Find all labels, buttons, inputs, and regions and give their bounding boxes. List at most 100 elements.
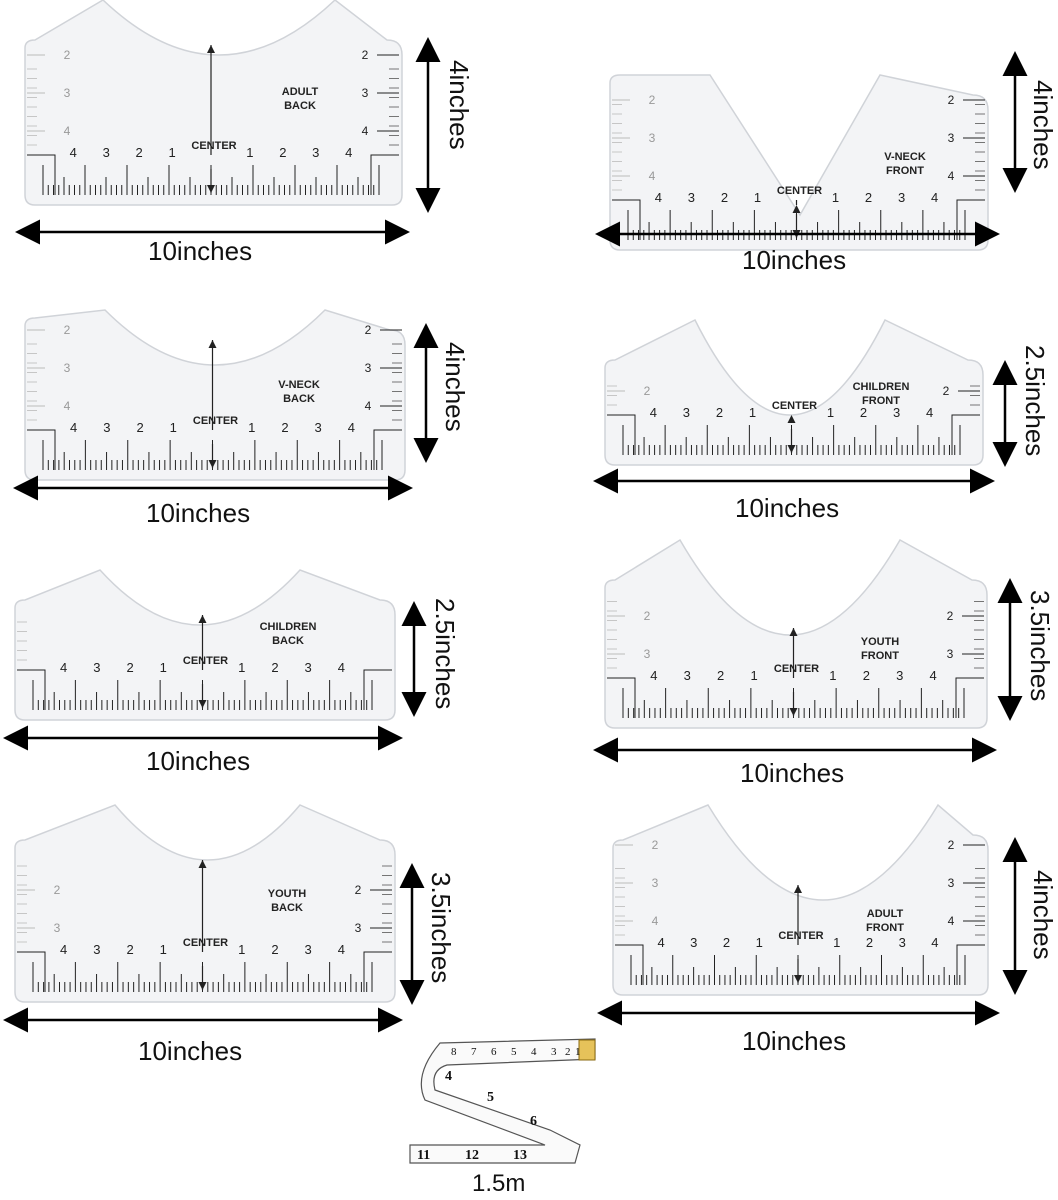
ruler-number: 3 — [312, 145, 319, 160]
height-label-youth-front: 3.5inches — [1025, 590, 1055, 702]
side-number-left: 2 — [644, 609, 651, 623]
ruler-plate — [14, 569, 396, 721]
ruler-number: 2 — [866, 935, 873, 950]
tape-number: 3 — [551, 1046, 557, 1058]
corner-bracket — [370, 154, 399, 195]
corner-bracket — [27, 429, 56, 470]
side-number-left: 3 — [649, 131, 656, 145]
side-number-left: 4 — [64, 124, 71, 138]
tape-number: 2 — [565, 1046, 571, 1058]
width-label-v-neck-back: 10inches — [146, 498, 251, 528]
ruler-number: 3 — [305, 942, 312, 957]
ruler-title: V-NECK — [278, 379, 320, 391]
ruler-title: YOUTH — [861, 636, 900, 648]
ruler-title: V-NECK — [884, 151, 926, 163]
ruler-number: 4 — [348, 420, 355, 435]
ruler-number: 1 — [833, 935, 840, 950]
height-label-children-back: 2.5inches — [430, 598, 460, 710]
tape-number: 8 — [451, 1046, 457, 1058]
ruler-number: 4 — [931, 190, 938, 205]
side-number-left: 3 — [64, 361, 71, 375]
center-label: CENTER — [777, 185, 822, 197]
ruler-title: ADULT — [282, 86, 319, 98]
side-number-left: 2 — [644, 384, 651, 398]
side-number-left: 2 — [64, 48, 71, 62]
width-label-children-front: 10inches — [735, 493, 840, 523]
ruler-number: 2 — [865, 190, 872, 205]
side-number-left: 2 — [649, 93, 656, 107]
ruler-title: CHILDREN — [260, 621, 317, 633]
tape-number: 4 — [445, 1069, 452, 1084]
ruler-number: 2 — [717, 668, 724, 683]
ruler-number: 4 — [60, 942, 67, 957]
height-label-v-neck-front: 4inches — [1028, 80, 1058, 170]
ruler-number: 2 — [136, 420, 143, 435]
ruler-number: 4 — [338, 942, 345, 957]
tape-number: 5 — [511, 1046, 517, 1058]
ruler-number: 4 — [338, 660, 345, 675]
ruler-title: BACK — [271, 902, 303, 914]
width-label-youth-back: 10inches — [138, 1036, 243, 1066]
side-number-left: 2 — [64, 323, 71, 337]
children-back-drawing: 4 3 2 1 1 2 3 4 CENTER CHILDREN BACK — [14, 569, 396, 721]
ruler-number: 3 — [315, 420, 322, 435]
center-label: CENTER — [778, 930, 823, 942]
side-number-right: 2 — [365, 323, 372, 337]
ruler-youth-front: 4 3 2 1 1 2 3 4 3 3 2 2 CENTER YOUTH FRONT — [595, 538, 992, 729]
side-number-right: 4 — [948, 169, 955, 183]
tape-number: 13 — [513, 1148, 527, 1163]
ruler-number: 4 — [345, 145, 352, 160]
ruler-number: 2 — [126, 660, 133, 675]
ruler-number: 1 — [160, 942, 167, 957]
ruler-number: 3 — [93, 942, 100, 957]
side-number-left: 4 — [649, 169, 656, 183]
center-label: CENTER — [183, 655, 228, 667]
ruler-title: CHILDREN — [853, 381, 910, 393]
center-label: CENTER — [772, 400, 817, 412]
ruler-number: 2 — [279, 145, 286, 160]
side-number-right: 2 — [355, 883, 362, 897]
ruler-plate — [609, 74, 989, 251]
ruler-number: 1 — [238, 660, 245, 675]
height-label-adult-back: 4inches — [444, 60, 474, 150]
ruler-number: 1 — [248, 420, 255, 435]
ruler-number: 3 — [683, 405, 690, 420]
ruler-number: 3 — [688, 190, 695, 205]
ruler-children-back: 4 3 2 1 1 2 3 4 CENTER CHILDREN BACK — [5, 569, 400, 721]
ruler-number: 3 — [893, 405, 900, 420]
side-number-left: 4 — [64, 399, 71, 413]
side-number-right: 3 — [948, 131, 955, 145]
ruler-plate — [612, 803, 989, 996]
center-label: CENTER — [193, 415, 238, 427]
side-number-right: 4 — [362, 124, 369, 138]
side-number-right: 3 — [355, 921, 362, 935]
corner-bracket — [17, 951, 46, 992]
tape-number: 6 — [530, 1114, 537, 1129]
tape-number: 6 — [491, 1046, 497, 1058]
height-label-v-neck-back: 4inches — [440, 342, 470, 432]
center-label: CENTER — [191, 140, 236, 152]
ruler-number: 1 — [238, 942, 245, 957]
ruler-number: 2 — [723, 935, 730, 950]
side-number-right: 4 — [948, 914, 955, 928]
corner-bracket — [373, 429, 402, 470]
ruler-plate — [604, 318, 984, 466]
corner-bracket — [607, 414, 636, 455]
side-number-left: 3 — [64, 86, 71, 100]
ruler-number: 3 — [899, 935, 906, 950]
ruler-children-front: 4 3 2 1 1 2 3 4 2 2 CENTER CHILDREN FRONT — [595, 318, 988, 466]
side-number-right: 2 — [362, 48, 369, 62]
ruler-plate — [604, 538, 988, 729]
ruler-title: BACK — [272, 635, 304, 647]
ruler-number: 2 — [271, 942, 278, 957]
ruler-number: 2 — [860, 405, 867, 420]
tape-measure: 8 7 6 5 4 3 2 1 4 5 6 11 12 13 — [409, 1038, 596, 1164]
tape-number: 11 — [417, 1148, 430, 1163]
height-label-adult-front: 4inches — [1028, 870, 1058, 960]
width-label-youth-front: 10inches — [740, 758, 845, 788]
corner-bracket — [615, 944, 644, 985]
